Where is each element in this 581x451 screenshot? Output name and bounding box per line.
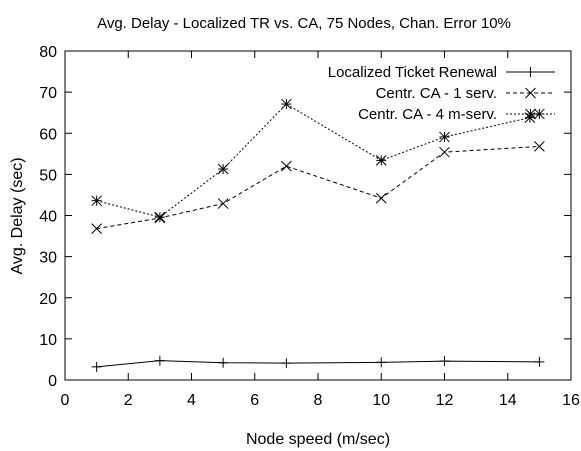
- y-tick-label-2: 20: [39, 291, 57, 308]
- x-tick-label-7: 14: [499, 392, 517, 409]
- data-point-0-5: [439, 356, 450, 367]
- data-point-1-0: [91, 223, 102, 235]
- data-point-1-4: [375, 192, 387, 204]
- data-point-2-2: [217, 163, 229, 175]
- data-point-1-6: [534, 141, 545, 152]
- x-tick-label-6: 12: [436, 392, 454, 409]
- data-point-1-2: [217, 198, 229, 209]
- legend-label-0: Localized Ticket Renewal: [328, 64, 497, 81]
- x-tick-label-1: 2: [124, 392, 133, 409]
- data-point-0-3: [281, 358, 292, 369]
- legend-label-1: Centr. CA - 1 serv.: [376, 85, 497, 102]
- data-point-2-1: [154, 211, 166, 223]
- legend: Localized Ticket Renewal Centr. CA - 1 se…: [328, 64, 555, 123]
- x-tick-label-3: 6: [250, 392, 259, 409]
- data-point-0-0: [91, 361, 102, 372]
- x-tick-label-0: 0: [61, 392, 70, 409]
- legend-marker-1: [525, 87, 536, 99]
- data-point-1-3: [281, 160, 292, 172]
- x-tick-label-2: 4: [187, 392, 196, 409]
- y-tick-label-5: 50: [39, 167, 57, 184]
- x-tick-label-4: 8: [314, 392, 323, 409]
- x-tick-label-8: 16: [562, 392, 580, 409]
- y-tick-label-8: 80: [39, 44, 57, 61]
- plot-area: 0 2 4 6 8 10 12 14 16 0 10 20 30 40 50 60 70 80: [39, 44, 580, 409]
- x-tick-label-5: 10: [372, 392, 390, 409]
- legend-marker-2: [525, 108, 536, 120]
- series-0: [91, 355, 545, 372]
- data-point-2-3: [281, 98, 292, 110]
- data-point-1-5: [439, 146, 450, 158]
- data-point-0-6: [534, 356, 545, 367]
- y-tick-label-6: 60: [39, 126, 57, 143]
- series-line-0: [96, 360, 540, 368]
- series-line-1: [96, 145, 540, 230]
- data-point-2-4: [375, 155, 387, 166]
- chart-title: Avg. Delay - Localized TR vs. CA, 75 Nod…: [97, 15, 511, 32]
- x-axis-label: Node speed (m/sec): [246, 431, 390, 448]
- data-point-0-1: [154, 355, 165, 366]
- y-tick-label-0: 0: [48, 373, 57, 390]
- y-tick-label-1: 10: [39, 332, 57, 349]
- data-point-0-4: [376, 357, 387, 368]
- series-layer: [91, 98, 545, 372]
- y-tick-label-7: 70: [39, 85, 57, 102]
- y-axis-label: Avg. Delay (sec): [9, 157, 26, 274]
- data-point-2-5: [439, 131, 450, 143]
- axis-ticks: 0 2 4 6 8 10 12 14 16 0 10 20 30 40 50 60 70 80: [39, 44, 580, 409]
- legend-label-2: Centr. CA - 4 m-serv.: [358, 106, 497, 123]
- y-tick-label-3: 30: [39, 250, 57, 267]
- legend-marker-0: [525, 67, 536, 77]
- data-point-0-2: [218, 357, 229, 368]
- y-tick-label-4: 40: [39, 209, 57, 226]
- data-point-2-0: [91, 195, 102, 207]
